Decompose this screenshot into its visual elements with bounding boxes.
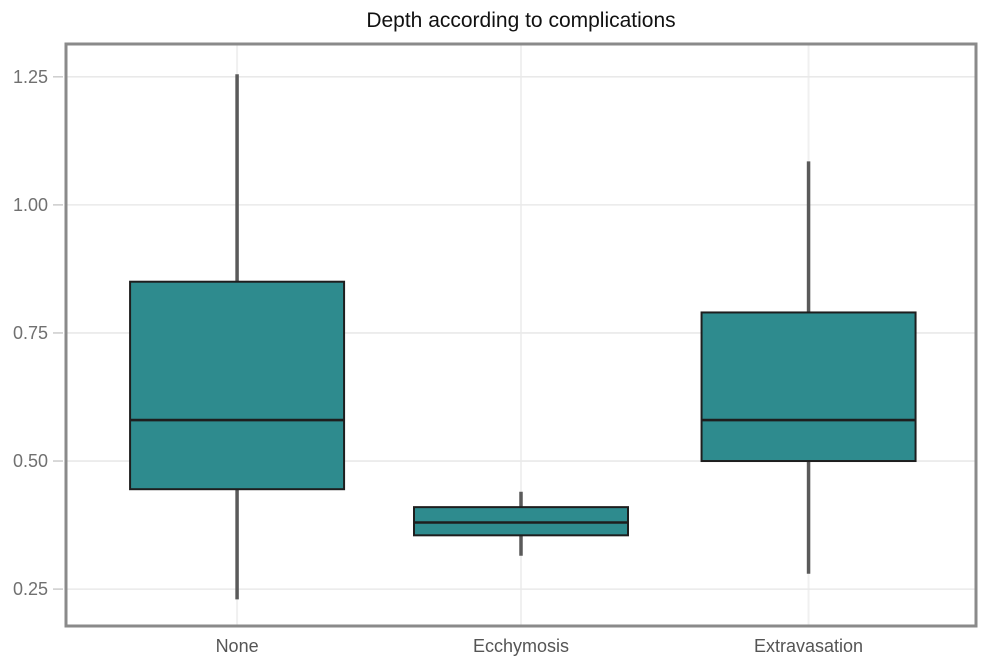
y-tick-label: 1.25 <box>13 67 48 87</box>
box <box>700 311 917 463</box>
panel-border <box>64 42 978 628</box>
y-tick-label: 0.75 <box>13 323 48 343</box>
y-tick-label: 1.00 <box>13 195 48 215</box>
y-tick-label: 0.50 <box>13 451 48 471</box>
x-tick-label: Extravasation <box>754 636 863 656</box>
y-tick-label: 0.25 <box>13 579 48 599</box>
x-tick-label: Ecchymosis <box>473 636 569 656</box>
box <box>129 280 346 491</box>
x-tick-label: None <box>216 636 259 656</box>
chart-title: Depth according to complications <box>366 9 676 32</box>
